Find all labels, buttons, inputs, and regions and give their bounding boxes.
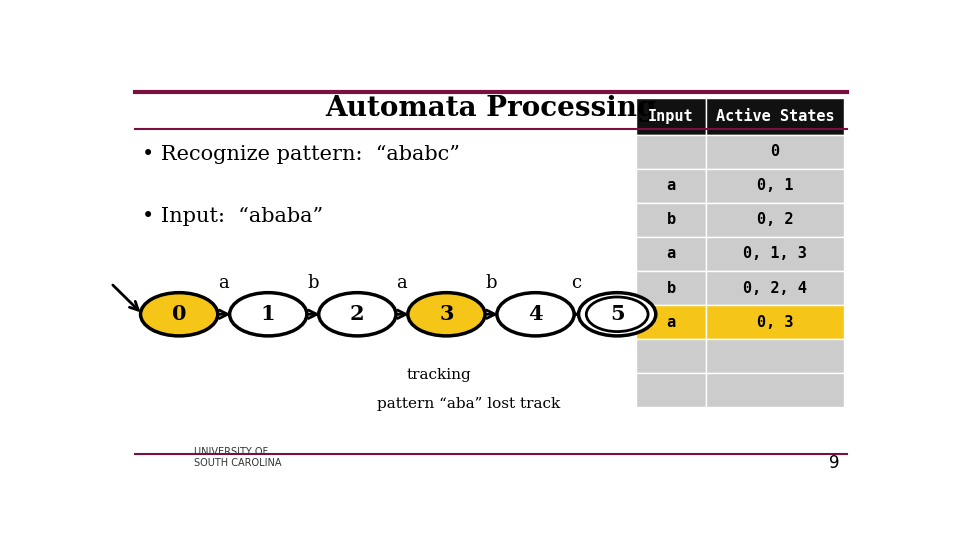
Text: Automata Processing: Automata Processing — [326, 95, 656, 122]
Circle shape — [230, 293, 307, 336]
FancyBboxPatch shape — [636, 237, 706, 271]
Text: tracking: tracking — [406, 368, 471, 382]
Text: a: a — [667, 315, 675, 330]
FancyBboxPatch shape — [706, 373, 844, 407]
Text: 0: 0 — [171, 304, 187, 325]
Circle shape — [497, 293, 574, 336]
Text: 0, 3: 0, 3 — [757, 315, 793, 330]
FancyBboxPatch shape — [706, 98, 844, 134]
Text: 9: 9 — [830, 454, 840, 472]
FancyBboxPatch shape — [706, 134, 844, 168]
Text: Active States: Active States — [716, 109, 834, 124]
Text: c: c — [571, 274, 582, 292]
FancyBboxPatch shape — [636, 373, 706, 407]
Text: • Input:  “ababa”: • Input: “ababa” — [142, 207, 323, 226]
Text: • Recognize pattern:  “ababc”: • Recognize pattern: “ababc” — [142, 145, 460, 164]
Circle shape — [319, 293, 396, 336]
FancyBboxPatch shape — [636, 271, 706, 305]
Circle shape — [586, 297, 648, 332]
Text: 0, 2, 4: 0, 2, 4 — [743, 281, 807, 295]
FancyBboxPatch shape — [636, 168, 706, 203]
Text: a: a — [397, 274, 407, 292]
Text: 0, 1, 3: 0, 1, 3 — [743, 246, 807, 261]
FancyBboxPatch shape — [636, 305, 706, 339]
Circle shape — [579, 293, 656, 336]
FancyBboxPatch shape — [706, 203, 844, 237]
Text: 3: 3 — [439, 304, 454, 325]
Text: 2: 2 — [350, 304, 365, 325]
FancyBboxPatch shape — [706, 168, 844, 203]
FancyBboxPatch shape — [706, 237, 844, 271]
Text: a: a — [667, 246, 675, 261]
Circle shape — [408, 293, 485, 336]
Text: 0, 2: 0, 2 — [757, 212, 793, 227]
Text: pattern “aba” lost track: pattern “aba” lost track — [377, 397, 560, 411]
FancyBboxPatch shape — [706, 339, 844, 373]
Text: UNIVERSITY OF
SOUTH CAROLINA: UNIVERSITY OF SOUTH CAROLINA — [194, 447, 282, 468]
Text: a: a — [218, 274, 229, 292]
Text: a: a — [667, 178, 675, 193]
FancyBboxPatch shape — [636, 203, 706, 237]
Text: 4: 4 — [528, 304, 543, 325]
FancyBboxPatch shape — [636, 98, 706, 134]
Text: b: b — [307, 274, 319, 292]
Text: 5: 5 — [610, 304, 625, 325]
FancyBboxPatch shape — [636, 134, 706, 168]
Text: b: b — [667, 281, 675, 295]
Text: 0, 1: 0, 1 — [757, 178, 793, 193]
Text: b: b — [667, 212, 675, 227]
FancyBboxPatch shape — [706, 305, 844, 339]
Text: 0: 0 — [770, 144, 780, 159]
Text: 1: 1 — [261, 304, 276, 325]
Text: b: b — [485, 274, 497, 292]
Circle shape — [141, 293, 217, 336]
FancyBboxPatch shape — [636, 339, 706, 373]
Text: Input: Input — [649, 109, 694, 124]
FancyBboxPatch shape — [706, 271, 844, 305]
